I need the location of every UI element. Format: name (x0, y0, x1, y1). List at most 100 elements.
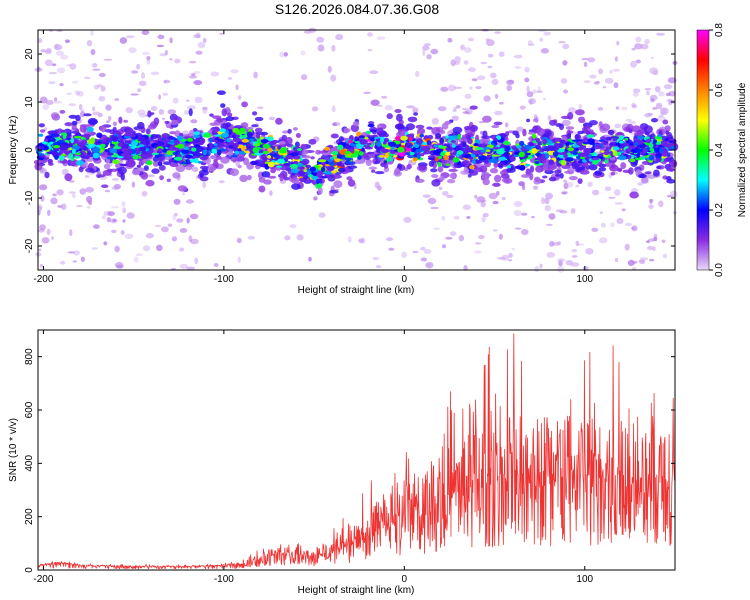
speckle-mark (635, 59, 641, 64)
speckle-mark (494, 31, 501, 34)
core-mark (246, 143, 252, 147)
core-mark (640, 151, 647, 155)
core-mark (267, 147, 273, 153)
core-mark (237, 141, 244, 145)
band-mark (159, 175, 165, 181)
core-mark (378, 155, 386, 158)
core-mark (534, 160, 540, 164)
speckle-mark (656, 32, 665, 36)
speckle-mark (186, 266, 196, 270)
speckle-mark (641, 177, 649, 184)
speckle-mark (73, 250, 80, 256)
speckle-mark (142, 245, 151, 252)
spectrogram-y-ticks: -20 -10 0 10 20 (24, 48, 675, 253)
speckle-mark (541, 197, 546, 205)
core-mark (138, 146, 147, 152)
band-mark (147, 110, 152, 118)
core-mark (248, 138, 255, 142)
core-mark (668, 138, 675, 141)
band-mark (394, 109, 402, 113)
band-mark (237, 164, 242, 169)
core-mark (496, 148, 505, 155)
core-mark (582, 141, 591, 145)
core-mark (449, 152, 456, 156)
band-mark (188, 108, 193, 117)
speckle-mark (599, 211, 603, 214)
core-mark (604, 159, 609, 164)
speckle-mark (649, 259, 655, 262)
band-mark (254, 127, 263, 133)
snr-y-ticks: 0 200 400 600 800 (24, 348, 675, 573)
speckle-mark (156, 44, 165, 48)
speckle-mark (426, 54, 432, 60)
speckle-mark (150, 106, 158, 111)
speckle-mark (195, 50, 203, 55)
core-mark (624, 137, 629, 141)
speckle-mark (147, 174, 155, 178)
core-mark (328, 161, 336, 166)
band-mark (199, 173, 204, 178)
band-mark (310, 156, 315, 160)
speckle-mark (480, 201, 486, 208)
speckle-mark (202, 106, 208, 111)
band-mark (464, 125, 471, 131)
speckle-mark (524, 77, 530, 83)
band-mark (252, 111, 258, 116)
speckle-mark (173, 198, 181, 205)
speckle-mark (69, 229, 73, 237)
speckle-mark (77, 91, 84, 97)
core-mark (318, 178, 323, 182)
band-mark (625, 126, 631, 132)
speckle-mark (631, 47, 636, 51)
band-mark (610, 171, 615, 176)
band-mark (247, 174, 252, 181)
speckle-mark (218, 180, 225, 184)
speckle-mark (460, 44, 466, 51)
speckle-mark (106, 217, 111, 223)
speckle-mark (80, 111, 86, 118)
speckle-mark (561, 119, 571, 127)
core-mark (337, 144, 344, 151)
speckle-mark (68, 191, 76, 194)
speckle-mark (616, 218, 624, 225)
speckle-mark (474, 250, 482, 254)
speckle-mark (462, 111, 470, 114)
speckle-mark (69, 180, 75, 183)
core-mark (254, 143, 261, 147)
speckle-mark (539, 37, 544, 42)
speckle-mark (194, 96, 203, 104)
band-mark (251, 124, 259, 128)
band-mark (644, 171, 652, 175)
speckle-mark (652, 106, 658, 110)
band-mark (347, 165, 358, 169)
core-mark (86, 126, 94, 133)
speckle-mark (547, 115, 552, 122)
speckle-mark (141, 29, 150, 35)
speckle-mark (284, 235, 291, 241)
speckle-mark (316, 36, 325, 43)
speckle-mark (83, 76, 91, 79)
speckle-mark (92, 106, 96, 112)
y-tick-label: 0 (24, 147, 35, 153)
core-mark (200, 162, 207, 166)
speckle-mark (122, 207, 127, 214)
core-mark (556, 148, 565, 153)
band-mark (374, 171, 385, 175)
speckle-mark (183, 110, 189, 115)
band-mark (559, 172, 564, 179)
core-mark (412, 157, 418, 162)
speckle-mark (526, 85, 530, 93)
speckle-mark (475, 86, 482, 90)
x-tick-label: 0 (402, 574, 408, 585)
speckle-mark (614, 56, 618, 62)
speckle-mark (506, 85, 513, 91)
band-mark (371, 169, 376, 173)
core-mark (567, 147, 575, 152)
core-mark (224, 141, 229, 144)
core-mark (192, 134, 201, 139)
speckle-mark (80, 256, 85, 262)
core-mark (544, 153, 550, 159)
speckle-mark (92, 68, 101, 71)
speckle-mark (615, 106, 620, 110)
band-mark (426, 126, 433, 130)
